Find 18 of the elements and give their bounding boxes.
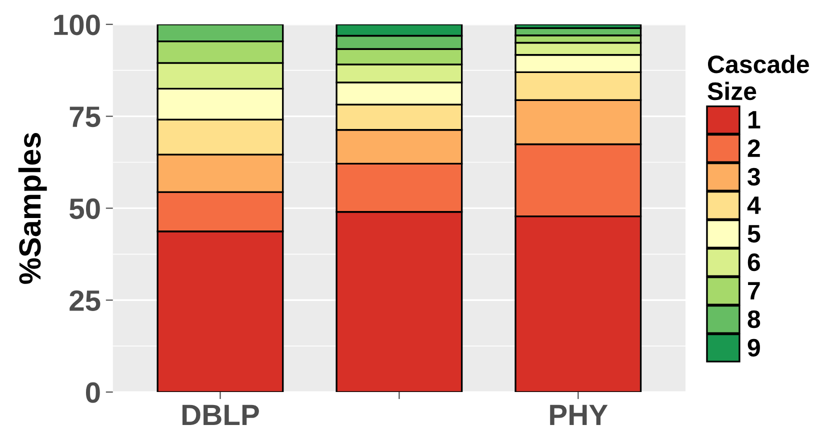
x-tick-label: DBLP <box>182 404 259 425</box>
y-tick-label: 50 <box>70 198 100 220</box>
legend-label: 3 <box>748 168 760 186</box>
y-tick-label: 100 <box>54 14 100 36</box>
legend-label: 1 <box>748 111 760 128</box>
legend-title: Cascade Size <box>708 54 809 100</box>
legend-label: 5 <box>748 225 760 243</box>
legend-label: 4 <box>747 196 761 214</box>
legend-label: 2 <box>748 139 760 157</box>
y-tick-label: 75 <box>70 106 100 128</box>
legend-label: 9 <box>748 338 760 357</box>
legend-label: 8 <box>748 310 760 328</box>
y-tick-label: 25 <box>70 290 100 311</box>
x-tick-label: PHY <box>550 404 608 425</box>
y-axis-title: %Samples <box>18 133 47 284</box>
y-tick-label: 0 <box>86 382 100 403</box>
legend-label: 6 <box>748 253 760 272</box>
legend-label: 7 <box>748 282 760 300</box>
